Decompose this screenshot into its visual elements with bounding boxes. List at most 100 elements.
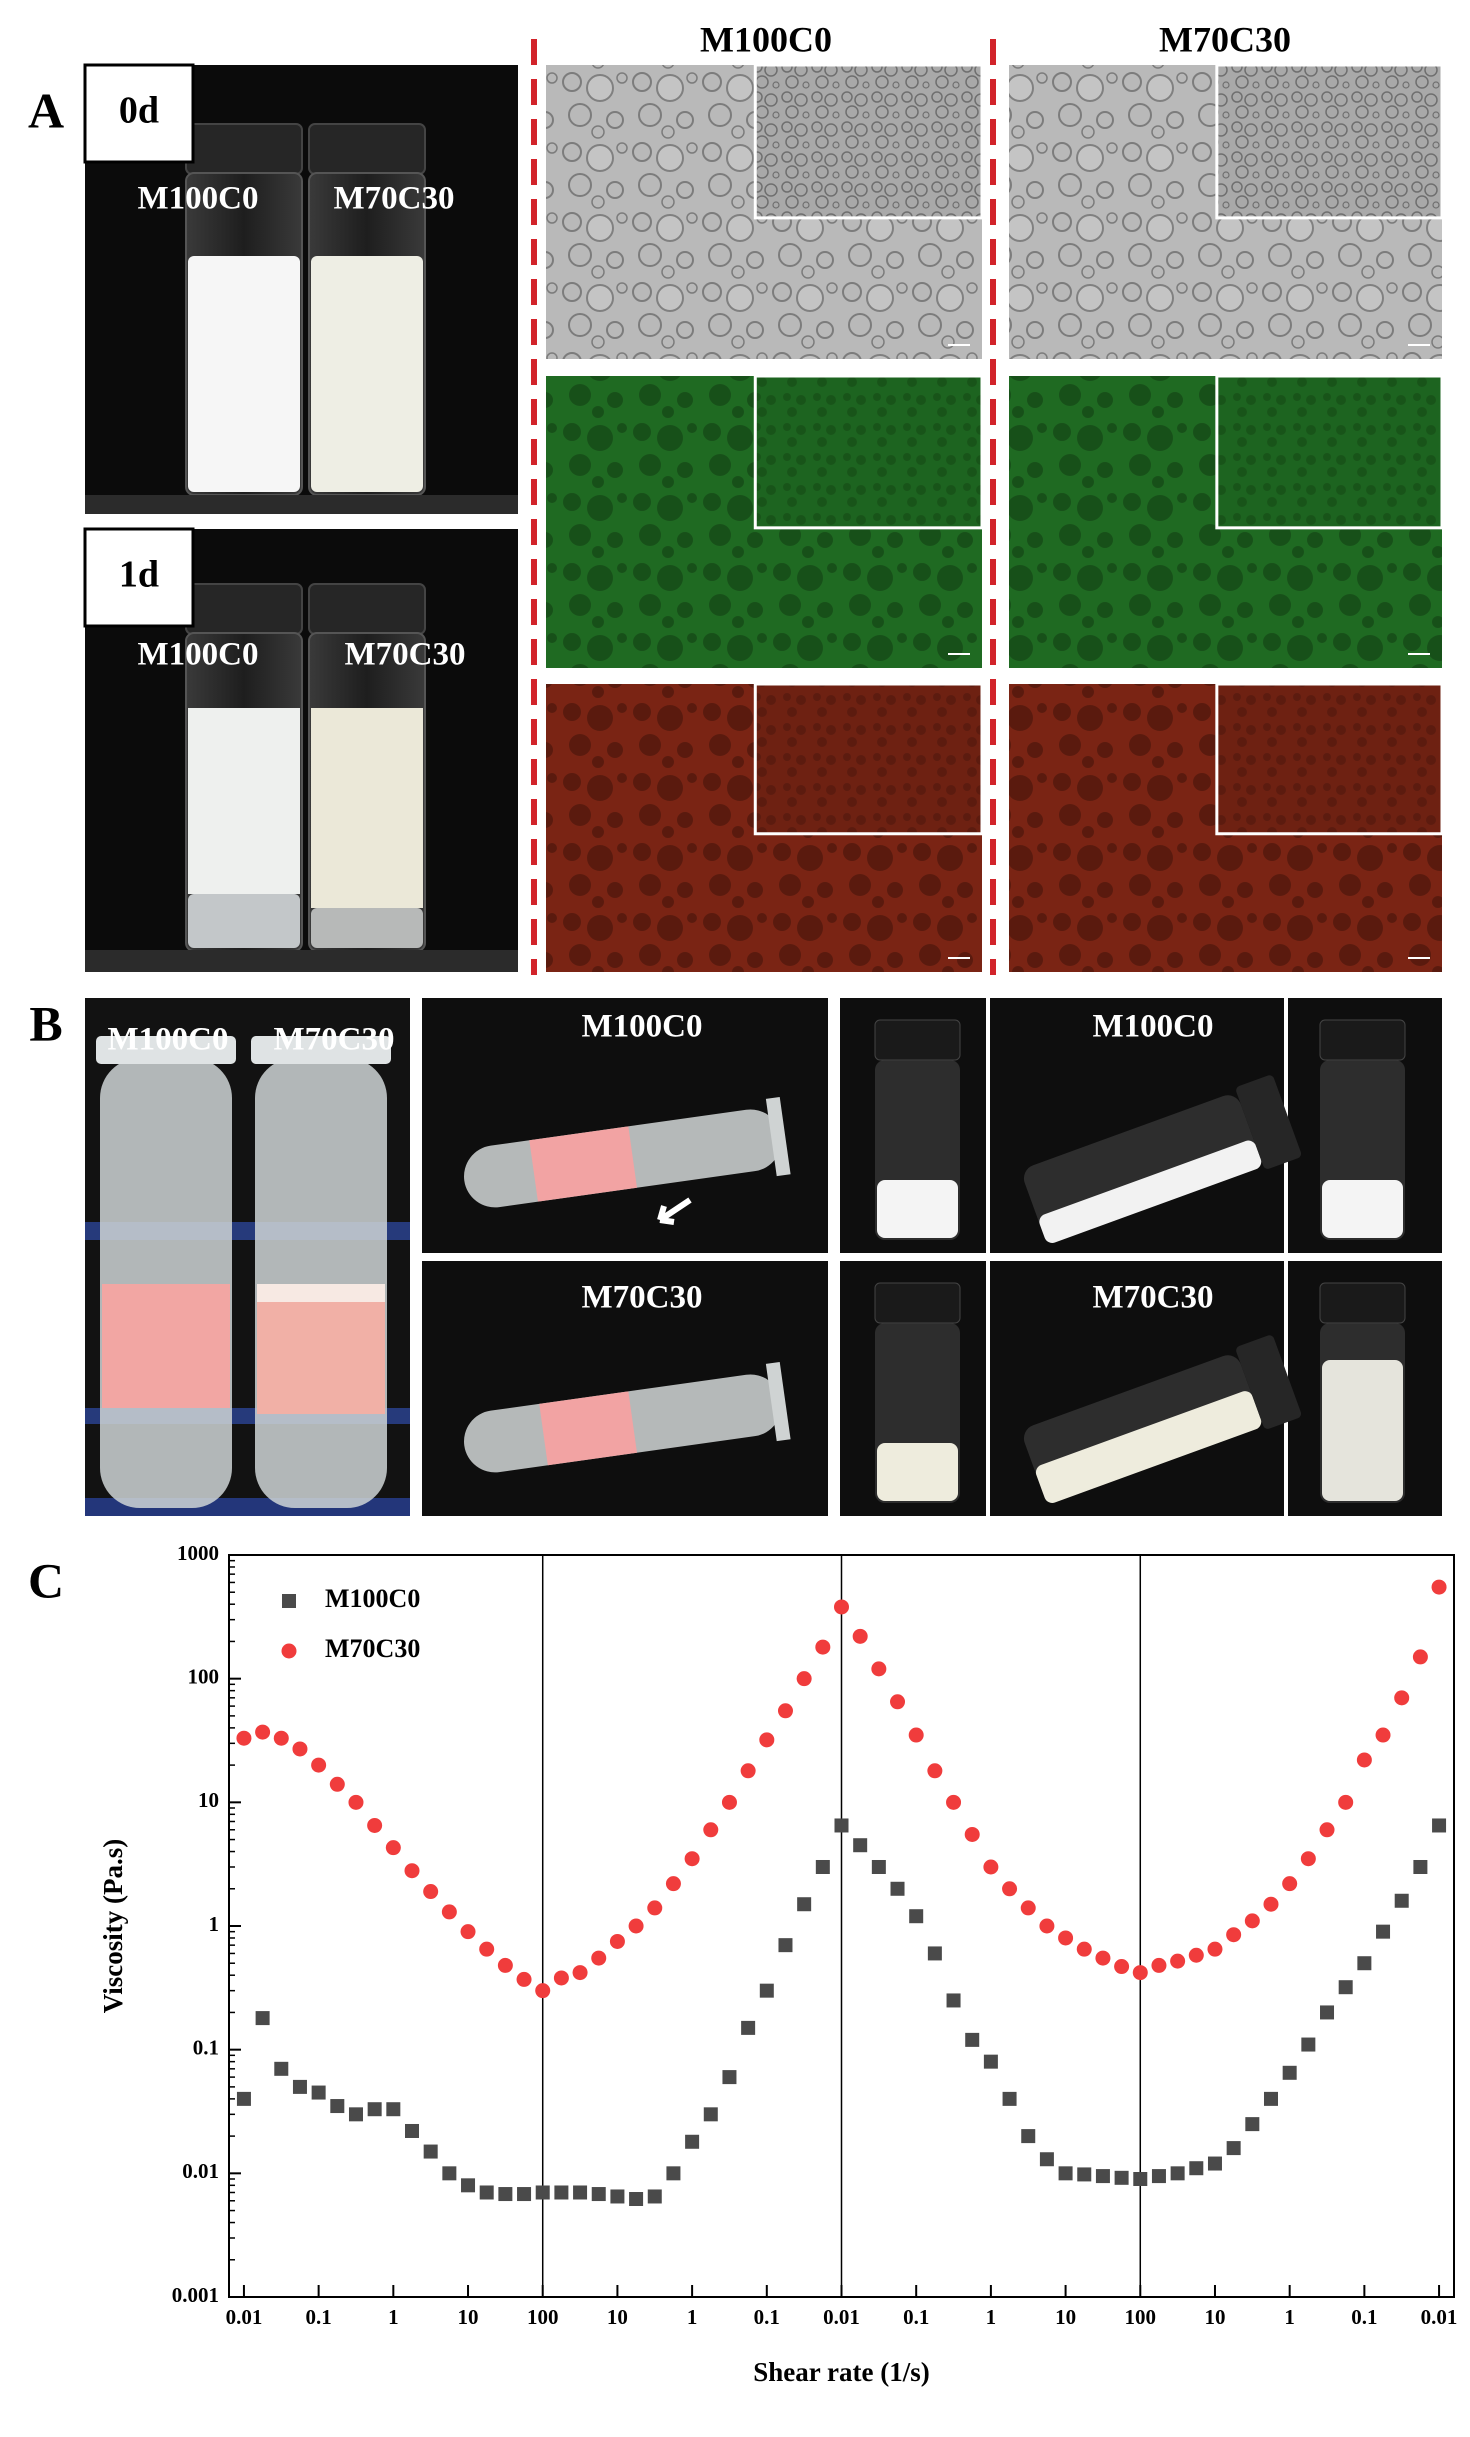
y-tick-label: 0.001 [172,2283,219,2307]
data-point [946,1993,961,2008]
data-point [797,1897,812,1912]
viscosity-chart: 0.001 0.01 0.1 1 10 100 1000 0.01 0.1 1 10 100 10 1 0.… [98,1541,1457,2387]
micrograph-inset [1215,63,1444,220]
data-point [1076,1941,1092,1957]
data-point [1282,2065,1297,2080]
x-tick-label: 100 [527,2305,559,2329]
sample-label: M70C30 [274,1022,395,1058]
data-point [535,2185,550,2200]
data-point [423,2144,438,2159]
sample-label: M100C0 [108,1022,229,1058]
data-point [759,1983,774,1998]
micrograph-inset [753,682,984,836]
x-tick-label: 100 [1125,2305,1157,2329]
data-point [461,2178,476,2193]
data-point [665,1876,681,1892]
column-header: M100C0 [700,19,832,59]
y-tick-label: 0.01 [182,2159,219,2183]
data-point [479,2185,494,2200]
data-point [852,1628,868,1644]
data-point [236,2091,251,2106]
data-point [1319,1822,1335,1838]
data-point [255,1724,271,1740]
x-tick-label: 10 [1055,2305,1076,2329]
data-point [311,1757,327,1773]
data-point [292,2079,307,2094]
data-point [740,1763,756,1779]
data-point [1021,2129,1036,2144]
data-point [367,1817,383,1833]
data-point [1432,1818,1447,1833]
panel-label: B [29,995,62,1051]
sample-label: M70C30 [345,637,466,673]
data-point [1151,2169,1166,2184]
y-tick-label: 1000 [177,1541,219,1565]
data-point [423,1884,439,1900]
x-tick-label: 0.1 [754,2305,780,2329]
x-tick-label: 10 [458,2305,479,2329]
data-point [1058,2166,1073,2181]
data-point [647,2189,662,2204]
data-point [871,1661,887,1677]
photo-1d [83,527,518,972]
data-point [628,1918,644,1934]
x-tick-label: 0.1 [903,2305,929,2329]
data-point [1320,2005,1335,2020]
data-point [721,1794,737,1810]
data-point [348,2107,363,2122]
data-point [983,1859,999,1875]
data-point [367,2102,382,2117]
data-point [796,1671,812,1687]
day-label: 0d [119,90,159,132]
data-point [1301,2037,1316,2052]
data-point [1375,1727,1391,1743]
data-point [1282,1876,1298,1892]
data-point [684,1851,700,1867]
data-point [1058,1930,1074,1946]
data-point [834,1599,849,1615]
data-point [1263,1896,1279,1912]
y-tick-label: 100 [188,1664,220,1688]
x-tick-label: 10 [1204,2305,1225,2329]
x-tick-label: 0.1 [1351,2305,1377,2329]
data-point [1263,2091,1278,2106]
data-point [741,2020,756,2035]
panel-label: A [28,82,64,138]
data-point [255,2011,270,2026]
data-point [236,1730,252,1746]
data-point [1226,1927,1242,1943]
data-point [629,2192,644,2207]
data-point [983,2054,998,2069]
sample-label: M100C0 [138,181,259,217]
data-point [385,1840,401,1856]
data-point [1207,2156,1222,2171]
panel-label: C [28,1552,64,1608]
data-point [1170,1953,1186,1969]
data-point [871,1859,886,1874]
data-point [1133,2171,1148,2186]
data-point [1020,1900,1036,1916]
y-tick-label: 0.1 [193,2035,219,2059]
data-point [479,1941,495,1957]
data-point [722,2070,737,2085]
x-tick-label: 1 [986,2305,997,2329]
data-point [778,1938,793,1953]
micrograph-inset [1215,374,1444,530]
data-point [1300,1851,1316,1867]
data-point [759,1732,775,1748]
data-point [1002,2091,1017,2106]
data-point [1132,1965,1148,1981]
column-header: M70C30 [1159,19,1291,59]
x-tick-label: 1 [687,2305,698,2329]
sample-label: M100C0 [1093,1009,1214,1045]
legend-label: M100C0 [325,1584,420,1613]
data-point [946,1794,962,1810]
legend-label: M70C30 [325,1634,420,1663]
y-tick-label: 1 [209,1912,220,1936]
data-point [1412,1649,1428,1665]
data-point [685,2134,700,2149]
data-point [1114,1959,1130,1975]
data-point [815,1639,831,1655]
data-point [1244,1913,1260,1929]
x-tick-label: 0.01 [1421,2305,1458,2329]
